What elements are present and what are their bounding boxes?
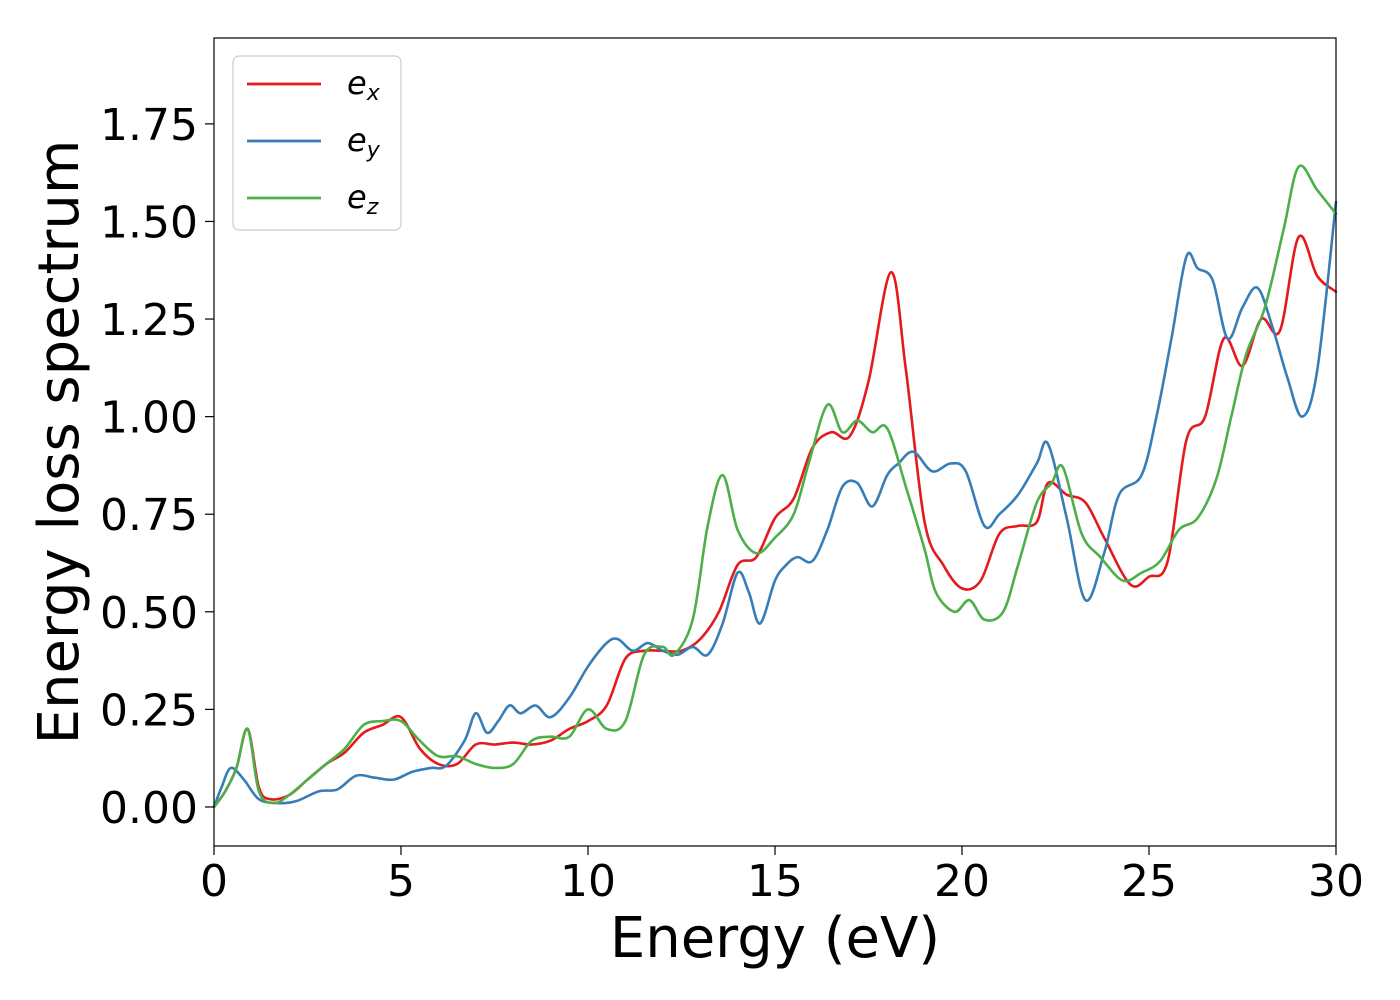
legend-box	[232, 55, 402, 231]
x-tick-label: 25	[1121, 856, 1177, 907]
x-tick-label: 10	[560, 856, 616, 907]
series-line-z	[212, 164, 1338, 809]
y-tick-label: 1.75	[100, 100, 198, 151]
y-tick-label: 0.25	[100, 685, 198, 736]
y-tick-label: 1.25	[100, 295, 198, 346]
y-tick-label: 0.50	[100, 588, 198, 639]
x-axis-ticks: 0 5 10 15 20 25 30	[200, 846, 1364, 907]
x-tick-label: 0	[200, 856, 228, 907]
x-tick-label: 20	[934, 856, 990, 907]
x-tick-label: 15	[747, 856, 803, 907]
y-tick-label: 0.00	[100, 783, 198, 834]
legend-label-y: ey	[347, 121, 381, 163]
series-line-y	[212, 200, 1338, 809]
y-tick-label: 1.00	[100, 393, 198, 444]
y-tick-label: 1.50	[100, 197, 198, 248]
y-tick-label: 0.75	[100, 490, 198, 541]
y-axis-ticks: 0.00 0.25 0.50 0.75 1.00 1.25 1.50 1.75	[100, 100, 214, 834]
y-axis-title: Energy loss spectrum	[27, 140, 92, 745]
legend-label-z: ez	[347, 178, 379, 220]
legend: ex ey ez	[232, 55, 402, 231]
series-line-x	[212, 234, 1338, 809]
x-axis-title: Energy (eV)	[610, 906, 940, 971]
x-tick-label: 5	[387, 856, 415, 907]
legend-label-x: ex	[347, 64, 381, 106]
x-tick-label: 30	[1308, 856, 1364, 907]
series-layer	[212, 164, 1338, 809]
